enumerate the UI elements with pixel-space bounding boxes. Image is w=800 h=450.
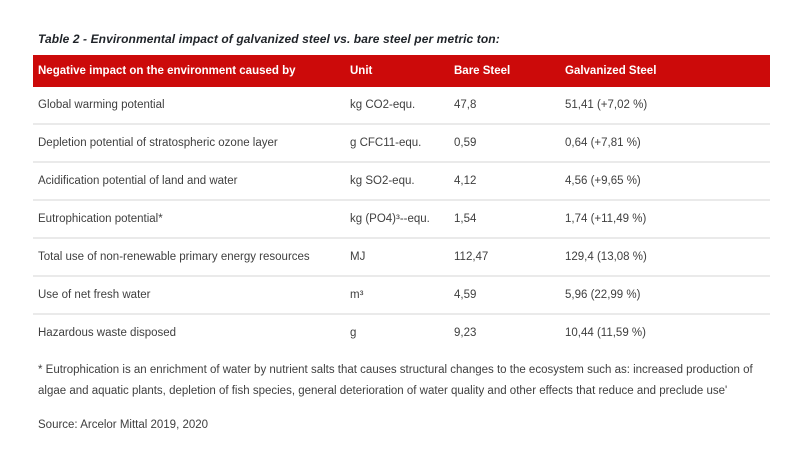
cell-bare-steel: 1,54 [449, 199, 560, 238]
table-header: Negative impact on the environment cause… [33, 55, 770, 87]
cell-impact: Total use of non-renewable primary energ… [33, 237, 345, 276]
table-row: Depletion potential of stratospheric ozo… [33, 123, 770, 162]
cell-bare-steel: 4,59 [449, 275, 560, 314]
cell-bare-steel: 9,23 [449, 313, 560, 351]
cell-bare-steel: 0,59 [449, 123, 560, 162]
header-row: Negative impact on the environment cause… [33, 55, 770, 87]
cell-galvanized-steel: 1,74 (+11,49 %) [560, 199, 770, 238]
cell-unit: kg (PO4)³--equ. [345, 199, 449, 238]
cell-bare-steel: 4,12 [449, 161, 560, 200]
table-caption: Table 2 - Environmental impact of galvan… [38, 32, 500, 46]
cell-unit: g [345, 313, 449, 351]
impact-table: Negative impact on the environment cause… [33, 55, 770, 351]
column-header-bare-steel: Bare Steel [449, 55, 560, 87]
table-row: Acidification potential of land and wate… [33, 161, 770, 200]
table-row: Total use of non-renewable primary energ… [33, 237, 770, 276]
cell-impact: Acidification potential of land and wate… [33, 161, 345, 200]
cell-galvanized-steel: 129,4 (13,08 %) [560, 237, 770, 276]
cell-bare-steel: 47,8 [454, 99, 477, 111]
table-row: Use of net fresh water m³ 4,59 5,96 (22,99 … [33, 275, 770, 314]
footnote-text: * Eutrophication is an enrichment of wat… [38, 364, 753, 397]
table-row: Eutrophication potential* kg (PO4)³--equ.… [33, 199, 770, 238]
cell-unit: MJ [345, 237, 449, 276]
cell-impact: Hazardous waste disposed [33, 313, 345, 351]
cell-unit: g CFC11-equ. [345, 123, 449, 162]
cell-impact: Depletion potential of stratospheric ozo… [33, 123, 345, 162]
cell-unit: kg SO2-equ. [345, 161, 449, 200]
cell-bare-steel: 112,47 [449, 237, 560, 276]
cell-impact: Use of net fresh water [33, 275, 345, 314]
cell-impact: Global warming potential [38, 99, 165, 111]
cell-galvanized-steel: 51,41 (+7,02 %) [565, 99, 648, 111]
cell-galvanized-steel: 10,44 (11,59 %) [560, 313, 770, 351]
cell-galvanized-steel: 4,56 (+9,65 %) [560, 161, 770, 200]
column-header-impact: Negative impact on the environment cause… [33, 55, 345, 87]
table-row: Global warming potential kg CO2-equ. 47,8 5… [33, 87, 770, 124]
cell-galvanized-steel: 0,64 (+7,81 %) [560, 123, 770, 162]
table-body: Global warming potential kg CO2-equ. 47,8 5… [33, 87, 770, 351]
column-header-unit: Unit [345, 55, 449, 87]
table-row: Hazardous waste disposed g 9,23 10,44 (11,5… [33, 313, 770, 351]
source-line: Source: Arcelor Mittal 2019, 2020 [38, 419, 209, 431]
cell-unit: kg CO2-equ. [350, 99, 416, 111]
column-header-galvanized-steel: Galvanized Steel [560, 55, 770, 87]
cell-impact: Eutrophication potential* [33, 199, 345, 238]
cell-galvanized-steel: 5,96 (22,99 %) [560, 275, 770, 314]
cell-unit: m³ [345, 275, 449, 314]
